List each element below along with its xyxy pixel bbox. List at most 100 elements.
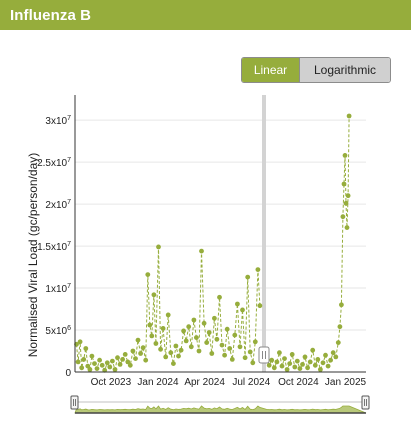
- data-point: [335, 340, 341, 345]
- data-point: [323, 352, 328, 358]
- data-point: [75, 359, 81, 365]
- data-point: [337, 324, 343, 330]
- data-point: [340, 214, 346, 220]
- data-point: [83, 346, 89, 351]
- data-point: [163, 354, 169, 360]
- data-point: [138, 351, 144, 356]
- data-point: [130, 348, 136, 354]
- linear-scale-button[interactable]: Linear: [242, 58, 300, 82]
- data-point: [160, 326, 166, 331]
- data-point: [333, 354, 339, 360]
- data-point: [149, 333, 155, 339]
- series-line: [76, 115, 350, 372]
- data-point: [219, 342, 225, 348]
- drag-handle[interactable]: [258, 346, 270, 364]
- data-point: [156, 244, 161, 250]
- range-navigator[interactable]: [70, 395, 370, 414]
- data-point: [209, 351, 215, 356]
- data-point: [214, 336, 220, 342]
- data-point: [320, 360, 326, 366]
- data-point: [274, 359, 280, 365]
- data-point: [125, 359, 131, 365]
- data-point: [325, 363, 331, 369]
- data-point: [310, 347, 316, 353]
- data-point: [176, 353, 181, 359]
- data-point: [77, 339, 83, 345]
- data-point: [81, 357, 87, 362]
- x-tick-label: Apr 2024: [184, 377, 225, 388]
- data-point: [282, 356, 287, 361]
- data-point: [269, 357, 275, 363]
- data-point: [279, 363, 285, 369]
- data-point: [307, 359, 313, 365]
- data-point: [188, 344, 194, 350]
- grid-lines: [75, 119, 366, 331]
- data-point: [145, 272, 151, 277]
- y-tick-label: 2.5x107: [37, 157, 71, 169]
- data-point: [289, 352, 295, 357]
- data-point: [255, 267, 261, 272]
- data-point: [229, 357, 235, 362]
- data-point: [237, 344, 243, 350]
- data-point: [120, 357, 125, 362]
- data-point: [318, 367, 323, 372]
- navigator-left-handle[interactable]: [70, 395, 79, 410]
- data-point: [235, 301, 240, 307]
- drag-handle-box: [258, 346, 270, 364]
- data-point: [346, 113, 352, 119]
- data-point: [173, 343, 179, 349]
- navigator-area: [74, 405, 367, 414]
- data-point: [217, 294, 222, 300]
- data-point: [97, 357, 102, 363]
- logarithmic-scale-button[interactable]: Logarithmic: [300, 58, 390, 82]
- data-point: [178, 347, 184, 353]
- data-point: [257, 303, 263, 309]
- data-point: [277, 350, 282, 356]
- data-point: [199, 248, 204, 254]
- x-tick-label: Oct 2024: [278, 377, 319, 388]
- data-point: [292, 364, 298, 370]
- data-point: [153, 341, 159, 346]
- x-tick-labels: Oct 2023 Jan 2024 Apr 2024 Jul 2024 Oct 2024…: [91, 377, 367, 388]
- data-points: [74, 113, 352, 373]
- y-tick-label: 2x107: [45, 199, 71, 211]
- navigator-right-handle[interactable]: [361, 395, 370, 410]
- data-point: [328, 357, 333, 363]
- data-point: [112, 367, 118, 372]
- y-tick-labels: 0 5x106 1x107 1.5x107 2x107 2.5x107 3x107: [37, 115, 71, 379]
- data-point: [343, 200, 349, 206]
- data-point: [344, 225, 350, 231]
- data-point: [297, 366, 303, 371]
- data-point: [252, 339, 258, 345]
- data-point: [240, 307, 245, 313]
- data-point: [315, 357, 321, 362]
- data-point: [242, 355, 248, 361]
- page-title: Influenza B: [10, 6, 92, 24]
- data-point: [330, 350, 336, 356]
- data-point: [104, 360, 110, 366]
- data-point: [194, 335, 199, 340]
- scale-toggle: Linear Logarithmic: [241, 57, 391, 83]
- data-point: [294, 358, 300, 364]
- data-point: [165, 312, 171, 318]
- data-point: [133, 356, 138, 361]
- data-point: [115, 355, 120, 361]
- data-point: [196, 348, 202, 354]
- y-tick-label: 1.5x107: [37, 241, 71, 253]
- data-point: [247, 349, 253, 355]
- data-point: [191, 317, 197, 323]
- data-point: [143, 357, 149, 363]
- data-point: [312, 362, 318, 368]
- y-axis-label: Normalised Viral Load (gc/person/day): [26, 153, 40, 358]
- y-tick-label: 5x106: [45, 325, 71, 337]
- data-point: [284, 367, 290, 372]
- data-point: [305, 365, 310, 371]
- data-point: [339, 302, 344, 308]
- data-point: [127, 362, 133, 368]
- data-point: [94, 366, 100, 371]
- data-point: [342, 153, 348, 158]
- data-point: [135, 337, 141, 343]
- data-point: [232, 332, 238, 338]
- data-point: [201, 320, 207, 326]
